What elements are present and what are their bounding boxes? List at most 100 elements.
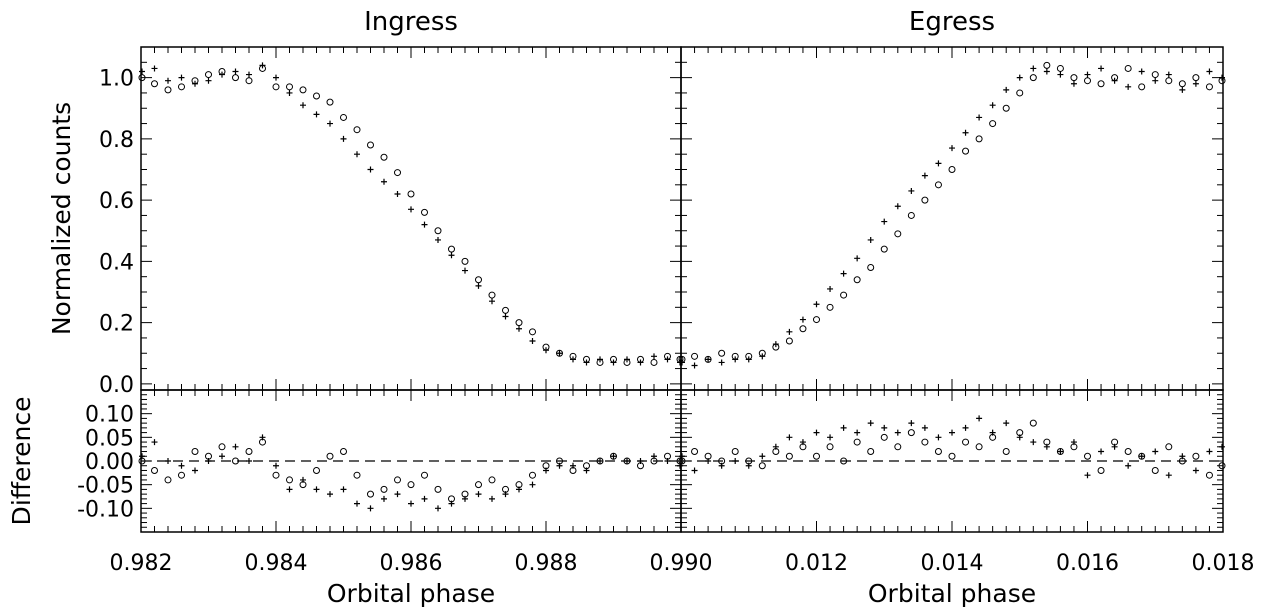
data-point-plus [745, 462, 752, 469]
data-point-plus [232, 443, 239, 450]
data-point-plus [935, 434, 942, 441]
data-point-circle [962, 147, 970, 155]
data-point-plus [840, 270, 847, 277]
data-point-circle [407, 190, 415, 198]
data-point-circle [813, 452, 820, 460]
data-point-plus [989, 429, 996, 436]
data-point-plus [908, 420, 915, 427]
data-point-circle [394, 476, 401, 484]
data-point-circle [232, 74, 239, 82]
data-point-circle [758, 462, 766, 470]
data-point-plus [597, 356, 603, 363]
data-point-circle [461, 257, 469, 265]
data-point-plus [448, 252, 455, 259]
data-point-circle [1192, 74, 1200, 82]
series-plus-markers [679, 65, 1225, 369]
data-point-plus [840, 424, 847, 431]
data-point-plus [340, 486, 347, 493]
data-point-plus [651, 353, 657, 360]
plot-frame [680, 46, 1224, 391]
y-tick-label: 0.8 [99, 128, 134, 153]
data-point-circle [151, 466, 158, 474]
data-point-plus [827, 434, 834, 441]
data-point-circle [1002, 448, 1010, 456]
data-point-circle [326, 98, 334, 106]
data-point-plus [1206, 448, 1213, 455]
data-point-plus [679, 359, 685, 366]
data-point-plus [543, 467, 549, 474]
x-tick-label: 0.982 [110, 551, 173, 576]
data-point-circle [907, 429, 915, 437]
data-point-plus [1043, 443, 1050, 450]
data-point-circle [813, 316, 820, 324]
data-point-plus [259, 434, 266, 441]
data-point-circle [272, 83, 280, 91]
data-point-plus [273, 74, 279, 81]
series-plus-markers [139, 62, 683, 366]
data-point-circle [380, 485, 388, 493]
data-point-circle [299, 86, 307, 94]
data-point-plus [1070, 439, 1077, 446]
data-point-circle [1070, 74, 1078, 82]
x-tick-label: 0.984 [245, 551, 308, 576]
data-point-plus [408, 500, 414, 507]
data-point-circle [785, 452, 793, 460]
data-point-plus [881, 218, 888, 225]
y-tick-label: -0.05 [77, 474, 134, 499]
data-point-plus [421, 495, 428, 502]
data-point-plus [489, 495, 495, 502]
data-point-plus [679, 453, 685, 460]
data-point-circle [353, 126, 361, 134]
data-point-circle [1043, 61, 1051, 69]
data-point-plus [705, 458, 712, 464]
data-point-plus [637, 359, 644, 366]
data-point-plus [1016, 434, 1023, 441]
data-point-plus [976, 415, 983, 422]
data-point-circle [380, 153, 388, 161]
data-point-plus [1098, 65, 1105, 72]
data-point-plus [921, 172, 928, 179]
data-point-circle [488, 291, 496, 299]
data-point-plus [1152, 77, 1159, 84]
data-point-circle [840, 291, 848, 299]
data-point-circle [475, 481, 482, 489]
data-point-plus [259, 62, 266, 69]
data-point-plus [192, 80, 198, 87]
data-point-plus [1125, 462, 1132, 469]
data-point-circle [502, 306, 509, 314]
data-point-plus [394, 191, 401, 197]
data-point-plus [1219, 443, 1225, 450]
data-point-plus [219, 453, 225, 460]
x-tick-label: 0.990 [650, 551, 713, 576]
y-tick-label: 0.6 [99, 189, 134, 214]
data-point-plus [1138, 453, 1145, 460]
data-point-plus [894, 429, 901, 436]
data-point-plus [1084, 472, 1091, 479]
data-point-circle [340, 448, 347, 456]
data-point-circle [975, 135, 983, 143]
data-point-plus [354, 500, 360, 507]
panel-title: Egress [909, 7, 995, 37]
data-point-circle [880, 433, 888, 441]
data-point-circle [434, 485, 442, 493]
y-tick-label: 0.05 [85, 426, 134, 451]
y-tick-label: -0.10 [77, 497, 134, 522]
data-point-plus [502, 491, 509, 498]
data-point-plus [624, 458, 630, 464]
series-plus-markers [139, 434, 683, 512]
data-point-plus [556, 462, 563, 469]
data-point-circle [962, 438, 970, 446]
data-point-plus [732, 356, 739, 363]
data-point-circle [313, 466, 320, 474]
data-point-plus [1098, 448, 1105, 455]
data-point-plus [894, 203, 901, 210]
data-point-plus [651, 453, 657, 460]
data-point-circle [515, 319, 523, 327]
data-point-plus [300, 476, 306, 483]
data-point-circle [853, 438, 861, 446]
data-point-plus [381, 178, 387, 185]
y-tick-label: 0.4 [99, 250, 134, 275]
data-point-circle [907, 211, 915, 219]
data-point-circle [934, 181, 942, 189]
data-point-plus [313, 111, 320, 118]
